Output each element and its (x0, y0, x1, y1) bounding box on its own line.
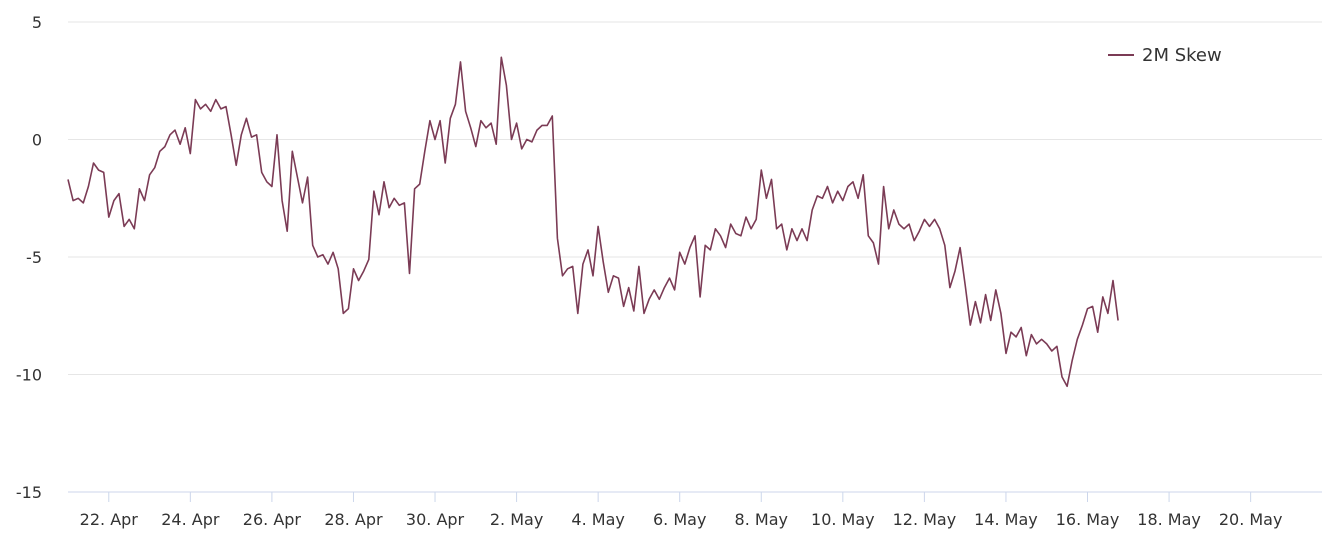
x-tick-label: 18. May (1137, 510, 1201, 529)
x-tick-label: 20. May (1219, 510, 1283, 529)
x-tick-label: 12. May (893, 510, 957, 529)
x-tick-label: 10. May (811, 510, 875, 529)
x-tick-label: 28. Apr (324, 510, 383, 529)
grid-lines (68, 21, 1322, 375)
y-tick-label: -5 (26, 248, 42, 267)
x-tick-label: 24. Apr (161, 510, 220, 529)
x-tick-label: 26. Apr (243, 510, 302, 529)
x-tick-label: 6. May (653, 510, 706, 529)
x-tick-label: 2. May (490, 510, 543, 529)
x-tick-label: 14. May (974, 510, 1038, 529)
x-tick-label: 8. May (735, 510, 788, 529)
x-axis: 22. Apr 24. Apr 26. Apr 28. Apr 30. Apr 2. Ma… (68, 491, 1322, 529)
y-tick-label: -15 (16, 483, 42, 502)
legend-label: 2M Skew (1142, 45, 1222, 66)
plot-area (67, 56, 1119, 388)
series-line (67, 56, 1119, 388)
x-tick-label: 4. May (571, 510, 624, 529)
y-axis: 5 0 -5 -10 -15 (16, 13, 42, 502)
x-tick-label: 22. Apr (80, 510, 139, 529)
x-tick-label: 30. Apr (406, 510, 465, 529)
y-tick-label: 0 (32, 131, 42, 150)
legend[interactable]: 2M Skew (1108, 45, 1222, 66)
y-tick-label: 5 (32, 13, 42, 32)
y-tick-label: -10 (16, 366, 42, 385)
x-tick-label: 16. May (1056, 510, 1120, 529)
